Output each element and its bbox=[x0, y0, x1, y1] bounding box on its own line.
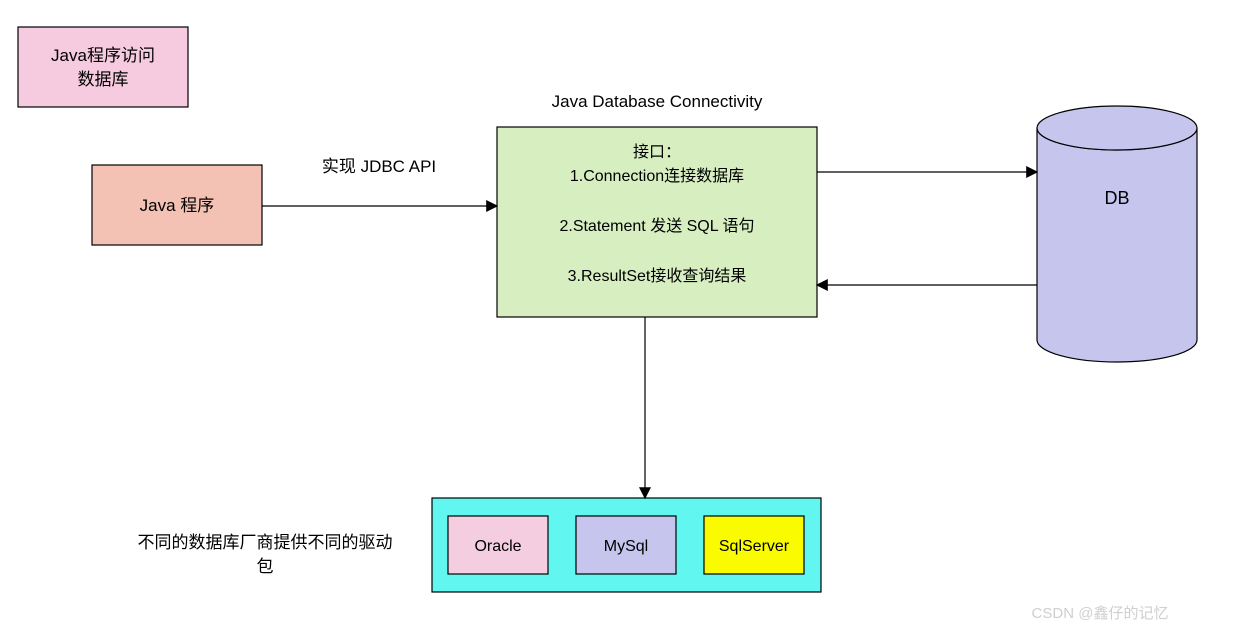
jdbc-line1: 1.Connection连接数据库 bbox=[570, 167, 744, 185]
java-program-label: Java 程序 bbox=[140, 196, 215, 215]
jdbc-interface-label: 接口： bbox=[633, 143, 681, 161]
driver-caption-line1: 不同的数据库厂商提供不同的驱动 bbox=[138, 533, 393, 552]
header-box bbox=[18, 27, 188, 107]
db-cylinder-top bbox=[1037, 106, 1197, 150]
jdbc-title: Java Database Connectivity bbox=[552, 92, 763, 111]
watermark: CSDN @鑫仔的记忆 bbox=[1032, 604, 1169, 622]
db-label: DB bbox=[1104, 188, 1129, 208]
header-line2: 数据库 bbox=[78, 70, 129, 89]
header-line1: Java程序访问 bbox=[51, 46, 155, 65]
edge-java-to-jdbc-label: 实现 JDBC API bbox=[322, 157, 436, 176]
driver-caption-line2: 包 bbox=[257, 557, 274, 576]
jdbc-line2: 2.Statement 发送 SQL 语句 bbox=[559, 217, 754, 235]
db-cylinder-body bbox=[1037, 128, 1197, 362]
driver-mysql-label: MySql bbox=[604, 538, 648, 555]
jdbc-line3: 3.ResultSet接收查询结果 bbox=[568, 267, 747, 285]
driver-oracle-label: Oracle bbox=[474, 538, 521, 555]
driver-sqlserver-label: SqlServer bbox=[719, 538, 790, 555]
